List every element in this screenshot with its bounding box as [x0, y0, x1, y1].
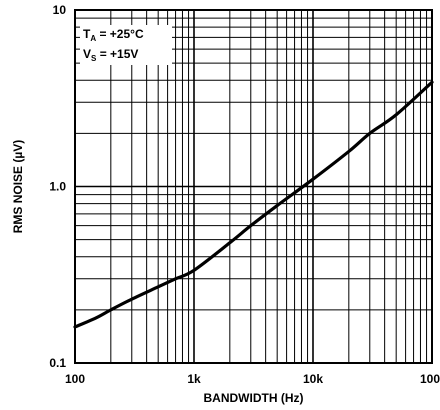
- grid: [74, 10, 432, 364]
- temperature-annotation: TA = +25°C: [83, 27, 144, 43]
- x-tick-label: 100k: [420, 372, 440, 386]
- y-tick-labels: 0.1 1.0 10: [49, 3, 66, 370]
- y-tick-label: 0.1: [49, 356, 66, 370]
- noise-curve: [73, 80, 434, 329]
- x-tick-label: 100: [65, 372, 85, 386]
- y-tick-label: 10: [53, 3, 67, 17]
- x-tick-label: 1k: [187, 372, 201, 386]
- conditions-annotation: TA = +25°C VS = +15V: [80, 25, 172, 65]
- y-tick-label: 1.0: [49, 180, 66, 194]
- series-curve-group: [73, 80, 434, 329]
- x-tick-labels: 100 1k 10k 100k: [65, 372, 440, 386]
- plot-frame: [74, 9, 433, 364]
- supply-voltage-annotation: VS = +15V: [83, 47, 138, 63]
- y-axis-title: RMS NOISE (µV): [11, 140, 25, 234]
- x-tick-label: 10k: [303, 372, 323, 386]
- x-axis-title: BANDWIDTH (Hz): [204, 391, 304, 405]
- annotation-background: [80, 25, 172, 65]
